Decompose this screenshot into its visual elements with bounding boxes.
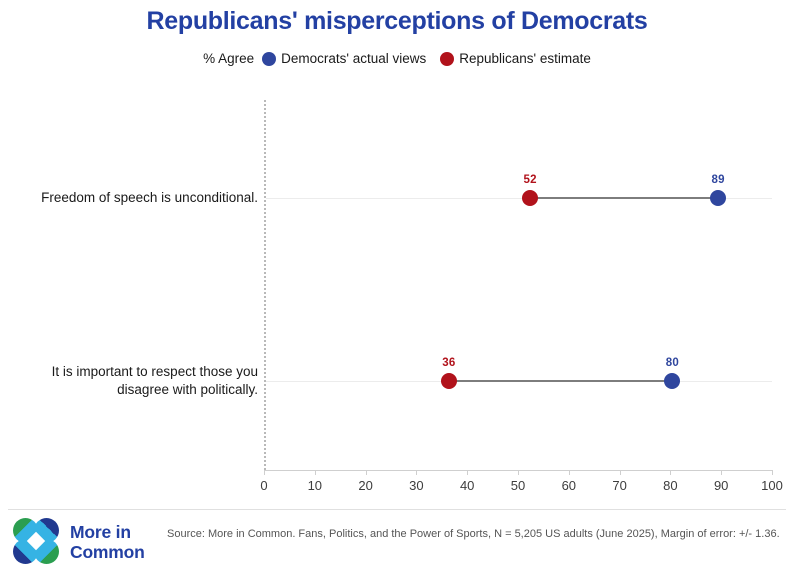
x-tick-label: 80 (663, 478, 678, 493)
logo-wordmark: More in Common (70, 522, 145, 563)
x-tick-label: 50 (510, 478, 526, 493)
category-label: It is important to respect those you dis… (51, 363, 258, 397)
legend-dot-icon (262, 51, 277, 66)
plot-area: 89 52 80 36 (264, 100, 772, 470)
x-tick-mark (314, 470, 316, 475)
x-tick-mark (365, 470, 367, 475)
x-tick-label: 40 (459, 478, 475, 493)
source-note: Source: More in Common. Fans, Politics, … (167, 528, 780, 540)
x-tick-label: 20 (358, 478, 373, 493)
x-tick-mark (264, 470, 265, 475)
legend-item-label: Republicans' estimate (459, 51, 591, 66)
chart-legend: % Agree Democrats' actual views Republica… (0, 51, 794, 66)
data-point-value-label: 89 (711, 174, 725, 186)
legend-item-label: Democrats' actual views (281, 51, 427, 66)
dumbbell-connector (448, 380, 673, 382)
x-tick-mark (467, 470, 469, 475)
data-point-dot (522, 190, 539, 206)
x-tick-mark (772, 470, 773, 475)
x-tick-label: 60 (561, 478, 577, 493)
data-point-dot (440, 373, 457, 389)
x-tick-label: 100 (761, 478, 783, 493)
data-point-dot (710, 190, 727, 206)
data-point-dot (664, 373, 681, 389)
x-tick-mark (416, 470, 418, 475)
data-point-value-label: 52 (523, 174, 537, 186)
x-tick-label: 90 (713, 478, 729, 493)
x-tick-label: 10 (307, 478, 323, 493)
data-point-value-label: 80 (665, 357, 679, 369)
x-tick-mark (568, 470, 570, 475)
legend-dot-icon (440, 51, 455, 66)
x-tick-mark (518, 470, 519, 475)
x-tick-label: 30 (409, 478, 424, 493)
row-gridline (266, 198, 772, 199)
more-in-common-logo-icon (13, 518, 59, 564)
x-tick-mark (670, 470, 672, 475)
x-tick-label: 70 (612, 478, 627, 493)
x-tick-label: 0 (260, 478, 268, 493)
legend-item-1: Republicans' estimate (440, 51, 591, 66)
category-label: Freedom of speech is unconditional. (41, 189, 258, 205)
legend-prefix: % Agree (203, 51, 255, 66)
legend-item-0: Democrats' actual views (262, 51, 426, 66)
legend-items: Democrats' actual views Republicans' esti… (262, 51, 591, 66)
data-point-value-label: 36 (442, 357, 456, 369)
dumbbell-connector (530, 197, 719, 199)
footer-divider (8, 509, 786, 510)
x-tick-mark (721, 470, 723, 475)
chart-title: Republicans' misperceptions of Democrats (146, 7, 648, 35)
x-tick-mark (619, 470, 621, 475)
